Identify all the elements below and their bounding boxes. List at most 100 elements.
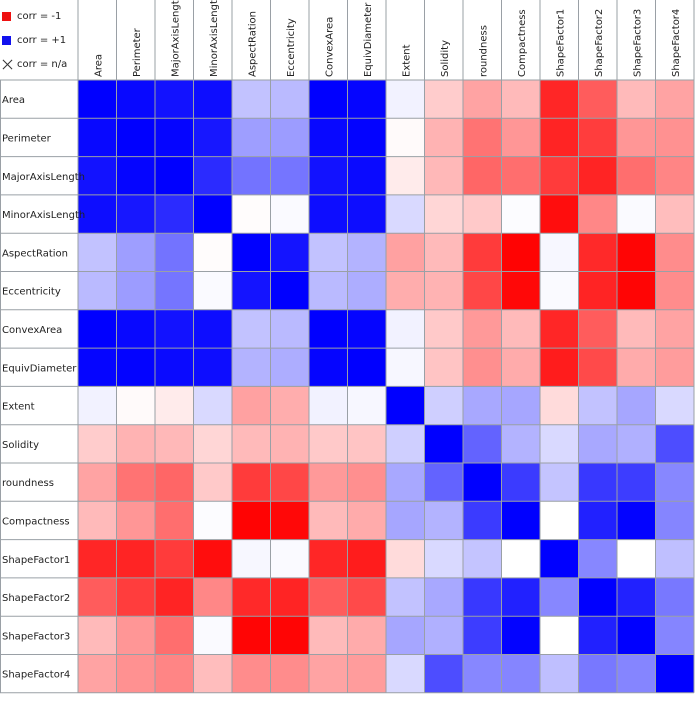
heatmap-cell-Perimeter-Area (78, 118, 117, 157)
heatmap-cell-AspectRation-Extent (386, 233, 425, 272)
heatmap-cell-ShapeFactor3-Area (78, 616, 117, 655)
heatmap-cell-EquivDiameter-ShapeFactor3 (617, 348, 656, 387)
heatmap-cell-ShapeFactor1-MajorAxisLength (155, 539, 194, 578)
heatmap-cell-ShapeFactor3-Compactness (501, 616, 540, 655)
heatmap-cell-Compactness-MajorAxisLength (155, 501, 194, 540)
heatmap-cell-Solidity-ShapeFactor1 (540, 424, 579, 463)
heatmap-cell-Area-Eccentricity (270, 80, 309, 119)
heatmap-cell-AspectRation-ConvexArea (309, 233, 348, 272)
heatmap-cell-ShapeFactor2-ShapeFactor3 (617, 577, 656, 617)
heatmap-cell-AspectRation-ShapeFactor4 (655, 233, 694, 272)
heatmap-cell-Extent-Compactness (501, 386, 540, 425)
heatmap-cell-Extent-ShapeFactor3 (617, 386, 656, 425)
heatmap-cell-ShapeFactor1-ShapeFactor4 (655, 539, 694, 578)
heatmap-cell-Compactness-roundness (463, 501, 502, 540)
heatmap-cell-ShapeFactor2-MinorAxisLength (193, 577, 232, 617)
heatmap-cell-roundness-Perimeter (116, 463, 155, 502)
heatmap-cell-Solidity-Area (78, 424, 117, 463)
heatmap-cell-Solidity-ShapeFactor2 (578, 424, 617, 463)
heatmap-cell-Perimeter-ShapeFactor4 (655, 118, 694, 157)
heatmap-cell-ShapeFactor3-MajorAxisLength (155, 616, 194, 655)
heatmap-cell-Eccentricity-Solidity (424, 271, 463, 310)
row-label-Perimeter: Perimeter (2, 133, 52, 144)
heatmap-cell-ShapeFactor4-MajorAxisLength (155, 654, 194, 693)
heatmap-cell-Eccentricity-EquivDiameter (347, 271, 386, 310)
heatmap-cell-ShapeFactor2-Solidity (424, 577, 463, 617)
heatmap-cell-EquivDiameter-ShapeFactor2 (578, 348, 617, 387)
heatmap-cell-Eccentricity-ShapeFactor3 (617, 271, 656, 310)
heatmap-cell-ShapeFactor4-Eccentricity (270, 654, 309, 693)
heatmap-cell-ShapeFactor2-Perimeter (116, 577, 155, 617)
heatmap-cell-ShapeFactor4-ConvexArea (309, 654, 348, 693)
column-label-Area: Area (93, 54, 104, 77)
heatmap-cell-Eccentricity-MajorAxisLength (155, 271, 194, 310)
heatmap-cell-ShapeFactor2-roundness (463, 577, 502, 617)
heatmap-cell-Perimeter-AspectRation (232, 118, 271, 157)
heatmap-cell-Extent-Extent (386, 386, 425, 425)
heatmap-cell-MinorAxisLength-ShapeFactor3 (617, 194, 656, 234)
legend: corr = -1 corr = +1 corr = n/a (2, 4, 77, 76)
heatmap-cell-Compactness-Compactness (501, 501, 540, 540)
heatmap-cell-Perimeter-ConvexArea (309, 118, 348, 157)
heatmap-cell-ShapeFactor4-ShapeFactor3 (617, 654, 656, 693)
heatmap-cell-ConvexArea-roundness (463, 309, 502, 349)
heatmap-cell-ShapeFactor4-ShapeFactor1 (540, 654, 579, 693)
heatmap-cell-Eccentricity-MinorAxisLength (193, 271, 232, 310)
legend-swatch-negative (2, 11, 11, 21)
heatmap-cell-ShapeFactor3-AspectRation (232, 616, 271, 655)
heatmap-cell-Perimeter-Perimeter (116, 118, 155, 157)
heatmap-cell-ConvexArea-Extent (386, 309, 425, 349)
heatmap-cell-Eccentricity-Compactness (501, 271, 540, 310)
heatmap-cell-AspectRation-roundness (463, 233, 502, 272)
heatmap-cell-ConvexArea-AspectRation (232, 309, 271, 349)
heatmap-cell-Solidity-roundness (463, 424, 502, 463)
heatmap-cell-roundness-MinorAxisLength (193, 463, 232, 502)
heatmap-cell-Area-ShapeFactor3 (617, 80, 656, 119)
row-label-EquivDiameter: EquivDiameter (2, 363, 77, 374)
heatmap-cell-ConvexArea-MajorAxisLength (155, 309, 194, 349)
row-label-Compactness: Compactness (2, 516, 70, 527)
heatmap-cell-Extent-Solidity (424, 386, 463, 425)
heatmap-cell-Compactness-ShapeFactor1 (540, 501, 579, 540)
heatmap-cell-ConvexArea-Eccentricity (270, 309, 309, 349)
heatmap-cell-ShapeFactor3-roundness (463, 616, 502, 655)
heatmap-cell-Extent-Perimeter (116, 386, 155, 425)
heatmap-cell-Compactness-Solidity (424, 501, 463, 540)
heatmap-cell-roundness-Solidity (424, 463, 463, 502)
heatmap-cell-ConvexArea-MinorAxisLength (193, 309, 232, 349)
heatmap-cell-EquivDiameter-roundness (463, 348, 502, 387)
heatmap-cell-MinorAxisLength-Perimeter (116, 194, 155, 234)
heatmap-cell-Extent-Eccentricity (270, 386, 309, 425)
heatmap-cell-EquivDiameter-ShapeFactor1 (540, 348, 579, 387)
heatmap-cell-EquivDiameter-Solidity (424, 348, 463, 387)
heatmap-cell-roundness-roundness (463, 463, 502, 502)
heatmap-cell-MajorAxisLength-Area (78, 156, 117, 195)
heatmap-cell-ShapeFactor3-MinorAxisLength (193, 616, 232, 655)
heatmap-cell-MinorAxisLength-Extent (386, 194, 425, 234)
heatmap-cell-Eccentricity-Eccentricity (270, 271, 309, 310)
heatmap-cell-roundness-ShapeFactor2 (578, 463, 617, 502)
heatmap-cell-Solidity-Solidity (424, 424, 463, 463)
column-label-ShapeFactor1: ShapeFactor1 (555, 9, 566, 77)
heatmap-cell-Perimeter-Eccentricity (270, 118, 309, 157)
heatmap-cell-Eccentricity-AspectRation (232, 271, 271, 310)
heatmap-cell-EquivDiameter-Perimeter (116, 348, 155, 387)
heatmap-cell-Solidity-Perimeter (116, 424, 155, 463)
heatmap-cell-MajorAxisLength-Extent (386, 156, 425, 195)
heatmap-cell-Solidity-MinorAxisLength (193, 424, 232, 463)
heatmap-cell-Area-Compactness (501, 80, 540, 119)
heatmap-cell-ShapeFactor3-ShapeFactor1 (540, 616, 579, 655)
heatmap-cell-MajorAxisLength-Eccentricity (270, 156, 309, 195)
heatmap-cell-Solidity-ShapeFactor3 (617, 424, 656, 463)
heatmap-cell-AspectRation-ShapeFactor3 (617, 233, 656, 272)
heatmap-cell-ShapeFactor3-Perimeter (116, 616, 155, 655)
row-label-Area: Area (2, 95, 25, 106)
heatmap-cell-AspectRation-ShapeFactor1 (540, 233, 579, 272)
heatmap-cell-ShapeFactor3-ShapeFactor4 (655, 616, 694, 655)
heatmap-cell-ShapeFactor3-Eccentricity (270, 616, 309, 655)
column-label-Extent: Extent (401, 44, 412, 77)
heatmap-cell-ShapeFactor2-Area (78, 577, 117, 617)
heatmap-cell-ShapeFactor2-ShapeFactor2 (578, 577, 617, 617)
heatmap-cell-Compactness-Perimeter (116, 501, 155, 540)
